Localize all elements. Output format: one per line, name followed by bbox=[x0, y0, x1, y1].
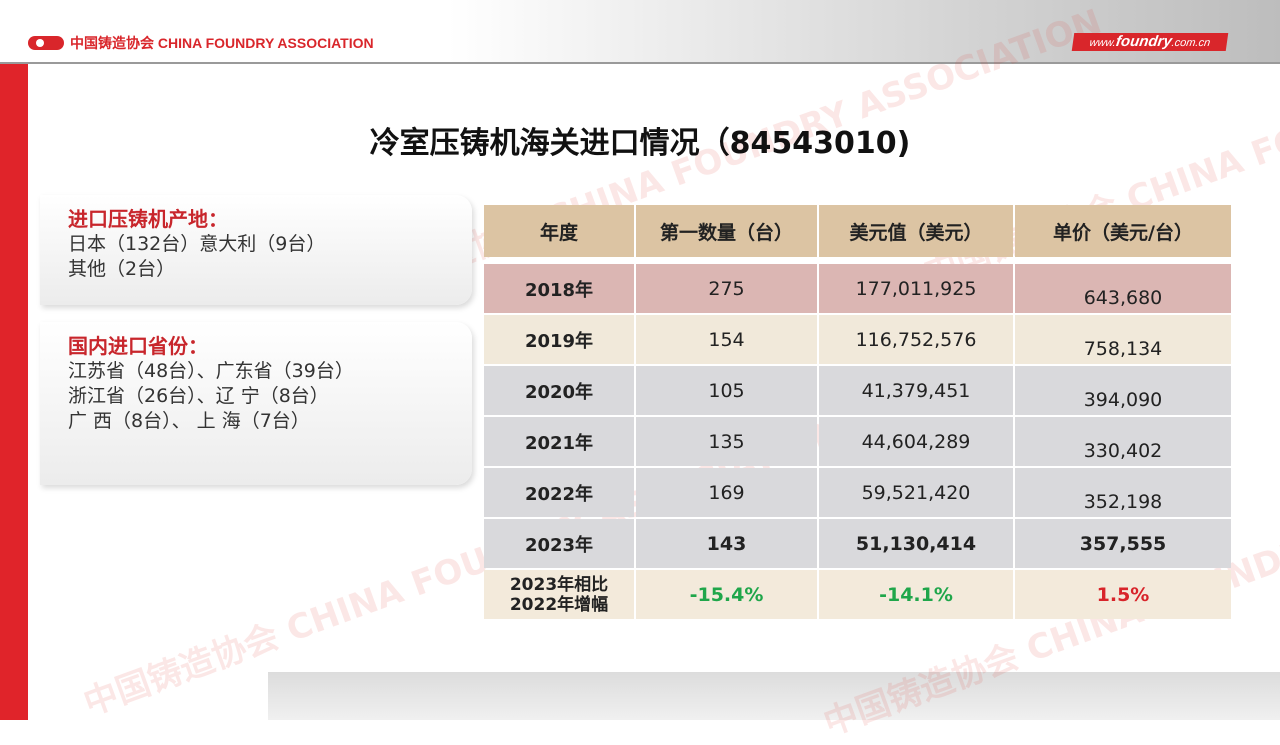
origin-heading: 进口压铸机产地： bbox=[68, 207, 228, 231]
cell-value: 51,130,414 bbox=[819, 519, 1013, 568]
table-row: 2020年 105 41,379,451 394,090 bbox=[484, 366, 1231, 415]
origin-line: 其他（2台） bbox=[68, 258, 176, 280]
table-row: 2022年 169 59,521,420 352,198 bbox=[484, 468, 1231, 517]
origin-box: 进口压铸机产地： 日本（132台）意大利（9台） 其他（2台） bbox=[40, 195, 472, 305]
site-suffix: .com.cn bbox=[1170, 37, 1212, 49]
cell-year: 2019年 bbox=[484, 315, 634, 364]
province-line: 浙江省（26台）、辽 宁（8台） bbox=[68, 385, 329, 407]
cell-unit-price: 394,090 bbox=[1015, 366, 1231, 415]
cell-change-label: 2023年相比 2022年增幅 bbox=[484, 570, 634, 619]
cell-year: 2021年 bbox=[484, 417, 634, 466]
website-badge[interactable]: www.foundry.com.cn bbox=[1071, 33, 1229, 51]
cell-quantity: 143 bbox=[636, 519, 817, 568]
origin-line: 日本（132台）意大利（9台） bbox=[68, 233, 326, 255]
side-accent-bar bbox=[0, 64, 28, 720]
cell-quantity: 154 bbox=[636, 315, 817, 364]
cell-year: 2022年 bbox=[484, 468, 634, 517]
page-title: 冷室压铸机海关进口情况（84543010) bbox=[369, 126, 911, 161]
change-row: 2023年相比 2022年增幅 -15.4% -14.1% 1.5% bbox=[484, 570, 1231, 619]
province-box: 国内进口省份： 江苏省（48台）、广东省（39台） 浙江省（26台）、辽 宁（8… bbox=[40, 322, 472, 485]
cell-year: 2020年 bbox=[484, 366, 634, 415]
footer-bar bbox=[268, 672, 1280, 720]
col-header-value: 美元值（美元） bbox=[819, 205, 1013, 257]
change-label-line: 2022年增幅 bbox=[509, 594, 609, 615]
cell-unit-price: 330,402 bbox=[1015, 417, 1231, 466]
cell-quantity: 135 bbox=[636, 417, 817, 466]
cell-quantity: 105 bbox=[636, 366, 817, 415]
change-label-line: 2023年相比 bbox=[509, 574, 609, 595]
cell-value: 44,604,289 bbox=[819, 417, 1013, 466]
col-header-unit-price: 单价（美元/台） bbox=[1015, 205, 1231, 257]
table-header-row: 年度 第一数量（台） 美元值（美元） 单价（美元/台） bbox=[484, 205, 1231, 257]
table-row: 2018年 275 177,011,925 643,680 bbox=[484, 264, 1231, 313]
col-header-quantity: 第一数量（台） bbox=[636, 205, 817, 257]
cell-value: 41,379,451 bbox=[819, 366, 1013, 415]
cfa-logo-icon bbox=[28, 36, 64, 50]
province-heading: 国内进口省份： bbox=[68, 334, 208, 358]
col-header-year: 年度 bbox=[484, 205, 634, 257]
cell-value-change: -14.1% bbox=[819, 570, 1013, 619]
cell-year: 2023年 bbox=[484, 519, 634, 568]
cell-value: 116,752,576 bbox=[819, 315, 1013, 364]
cell-quantity: 275 bbox=[636, 264, 817, 313]
site-main: foundry bbox=[1114, 33, 1174, 50]
table-row: 2021年 135 44,604,289 330,402 bbox=[484, 417, 1231, 466]
site-prefix: www. bbox=[1088, 37, 1117, 49]
header-bar bbox=[0, 0, 1280, 64]
cell-value: 59,521,420 bbox=[819, 468, 1013, 517]
logo-text: 中国铸造协会 CHINA FOUNDRY ASSOCIATION bbox=[70, 35, 374, 51]
cell-quantity: 169 bbox=[636, 468, 817, 517]
cell-year: 2018年 bbox=[484, 264, 634, 313]
table-row: 2019年 154 116,752,576 758,134 bbox=[484, 315, 1231, 364]
cell-quantity-change: -15.4% bbox=[636, 570, 817, 619]
province-line: 江苏省（48台）、广东省（39台） bbox=[68, 360, 354, 382]
import-table: 年度 第一数量（台） 美元值（美元） 单价（美元/台） 2018年 275 177,… bbox=[482, 203, 1233, 621]
cell-unit-price: 357,555 bbox=[1015, 519, 1231, 568]
cell-unit-price: 758,134 bbox=[1015, 315, 1231, 364]
table-row: 2023年 143 51,130,414 357,555 bbox=[484, 519, 1231, 568]
cell-unit-price: 352,198 bbox=[1015, 468, 1231, 517]
association-logo: 中国铸造协会 CHINA FOUNDRY ASSOCIATION bbox=[28, 33, 374, 53]
cell-unit-price: 643,680 bbox=[1015, 264, 1231, 313]
cell-value: 177,011,925 bbox=[819, 264, 1013, 313]
province-line: 广 西（8台）、 上 海（7台） bbox=[68, 410, 310, 432]
cell-unit-price-change: 1.5% bbox=[1015, 570, 1231, 619]
